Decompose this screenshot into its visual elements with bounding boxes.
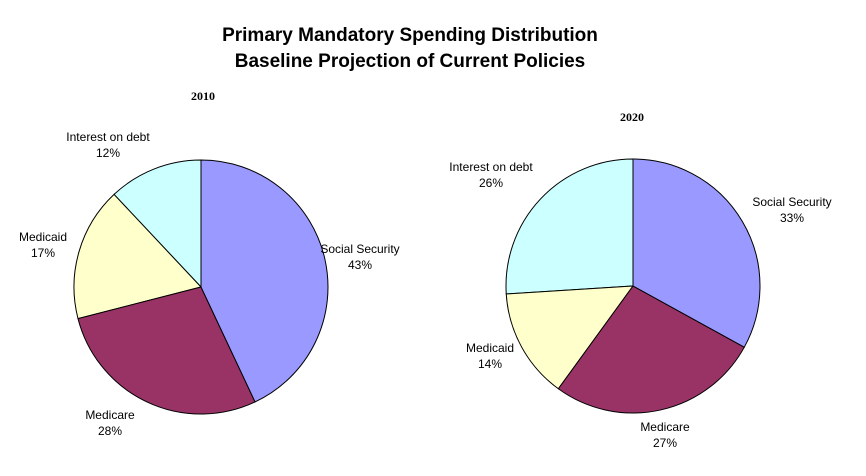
data-label-value-2020-social-security: 33%: [780, 211, 804, 225]
data-label-2010-medicaid: Medicaid 17%: [19, 230, 67, 260]
data-label-value-2020-interest-on-debt: 26%: [479, 176, 503, 190]
data-label-category-2020-medicare: Medicare: [640, 420, 690, 434]
data-label-2010-social-security: Social Security 43%: [320, 242, 399, 272]
data-label-value-2010-social-security: 43%: [348, 258, 372, 272]
data-label-category-2010-social-security: Social Security: [320, 242, 399, 256]
pie-title-2010: 2010: [191, 89, 215, 103]
chart-title-line-2: Baseline Projection of Current Policies: [235, 51, 586, 72]
data-label-2010-interest-on-debt: Interest on debt 12%: [66, 130, 150, 160]
pie-slice-2020-medicaid: [505, 285, 635, 390]
data-label-category-2010-medicare: Medicare: [85, 408, 135, 422]
data-label-2010-medicare: Medicare 28%: [85, 408, 135, 438]
pie-slice-2010-social-security: [200, 159, 329, 403]
pie-slice-2010-medicaid: [73, 193, 202, 320]
pie-slice-2020-medicare: [557, 285, 745, 414]
data-label-category-2010-medicaid: Medicaid: [19, 230, 67, 244]
data-label-category-2020-interest-on-debt: Interest on debt: [449, 160, 533, 174]
data-label-category-2010-interest-on-debt: Interest on debt: [66, 130, 150, 144]
data-label-value-2020-medicare: 27%: [653, 436, 677, 450]
data-label-2020-social-security: Social Security 33%: [752, 195, 831, 225]
pie-slice-2020-interest-on-debt: [505, 158, 634, 295]
data-label-value-2010-interest-on-debt: 12%: [96, 146, 120, 160]
data-label-2020-medicare: Medicare 27%: [640, 420, 690, 450]
pie-slice-2010-interest-on-debt: [113, 159, 202, 289]
data-label-category-2020-social-security: Social Security: [752, 195, 831, 209]
pie-slice-2020-social-security: [632, 158, 761, 348]
data-label-value-2020-medicaid: 14%: [478, 357, 502, 371]
pie-2010: 2010 Social Security 43%Medicare 28%Medica…: [19, 89, 400, 438]
data-label-value-2010-medicaid: 17%: [31, 246, 55, 260]
data-label-category-2020-medicaid: Medicaid: [466, 341, 514, 355]
pie-2020: 2020 Social Security 33%Medicare 27%Medica…: [449, 110, 831, 450]
data-label-value-2010-medicare: 28%: [98, 424, 122, 438]
pie-slice-2010-medicare: [77, 286, 256, 415]
data-label-2020-medicaid: Medicaid 14%: [466, 341, 514, 371]
data-label-2020-interest-on-debt: Interest on debt 26%: [449, 160, 533, 190]
chart-title-line-1: Primary Mandatory Spending Distribution: [222, 25, 598, 46]
pie-title-2020: 2020: [620, 110, 644, 124]
